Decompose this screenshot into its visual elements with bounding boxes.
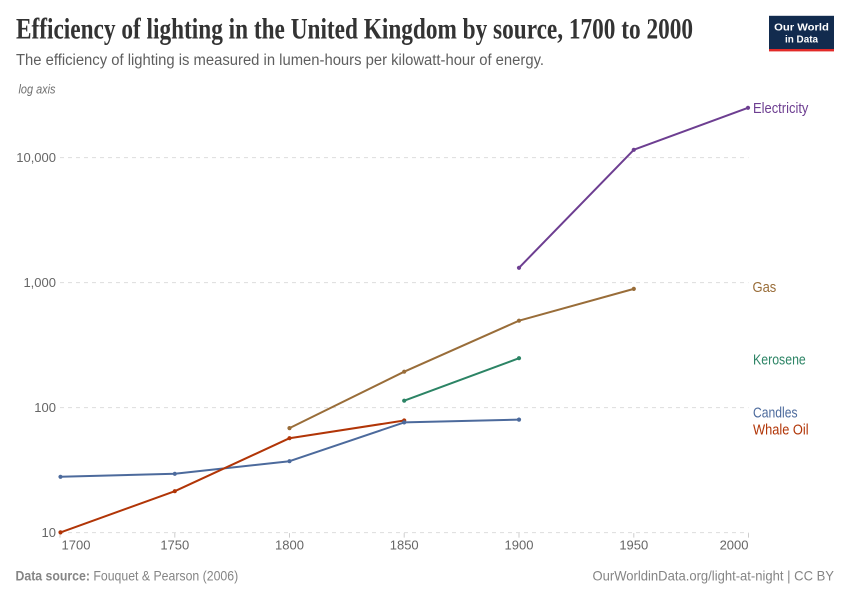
svg-text:The efficiency of lighting is: The efficiency of lighting is measured i… bbox=[16, 52, 544, 69]
svg-text:Gas: Gas bbox=[753, 280, 777, 296]
svg-text:1850: 1850 bbox=[390, 538, 419, 553]
svg-text:1900: 1900 bbox=[505, 538, 534, 553]
svg-text:Electricity: Electricity bbox=[753, 101, 809, 117]
svg-text:Our World: Our World bbox=[774, 22, 829, 34]
svg-text:1,000: 1,000 bbox=[23, 275, 56, 290]
svg-text:log axis: log axis bbox=[19, 83, 56, 97]
svg-text:10: 10 bbox=[42, 525, 56, 540]
svg-text:in Data: in Data bbox=[785, 34, 818, 46]
svg-text:OurWorldinData.org/light-at-ni: OurWorldinData.org/light-at-night | CC B… bbox=[593, 568, 835, 584]
svg-text:2000: 2000 bbox=[720, 538, 749, 553]
svg-text:100: 100 bbox=[34, 400, 56, 415]
svg-text:1950: 1950 bbox=[619, 538, 648, 553]
svg-text:1700: 1700 bbox=[62, 538, 91, 553]
svg-text:1750: 1750 bbox=[160, 538, 189, 553]
svg-text:Candles: Candles bbox=[753, 406, 798, 422]
svg-text:Efficiency of lighting in the: Efficiency of lighting in the United Kin… bbox=[16, 13, 693, 46]
svg-text:10,000: 10,000 bbox=[16, 150, 56, 165]
svg-text:Whale Oil: Whale Oil bbox=[753, 423, 809, 439]
svg-text:Kerosene: Kerosene bbox=[753, 353, 806, 369]
svg-text:1800: 1800 bbox=[275, 538, 304, 553]
svg-text:Data source: Fouquet & Pearson: Data source: Fouquet & Pearson (2006) bbox=[16, 568, 239, 584]
